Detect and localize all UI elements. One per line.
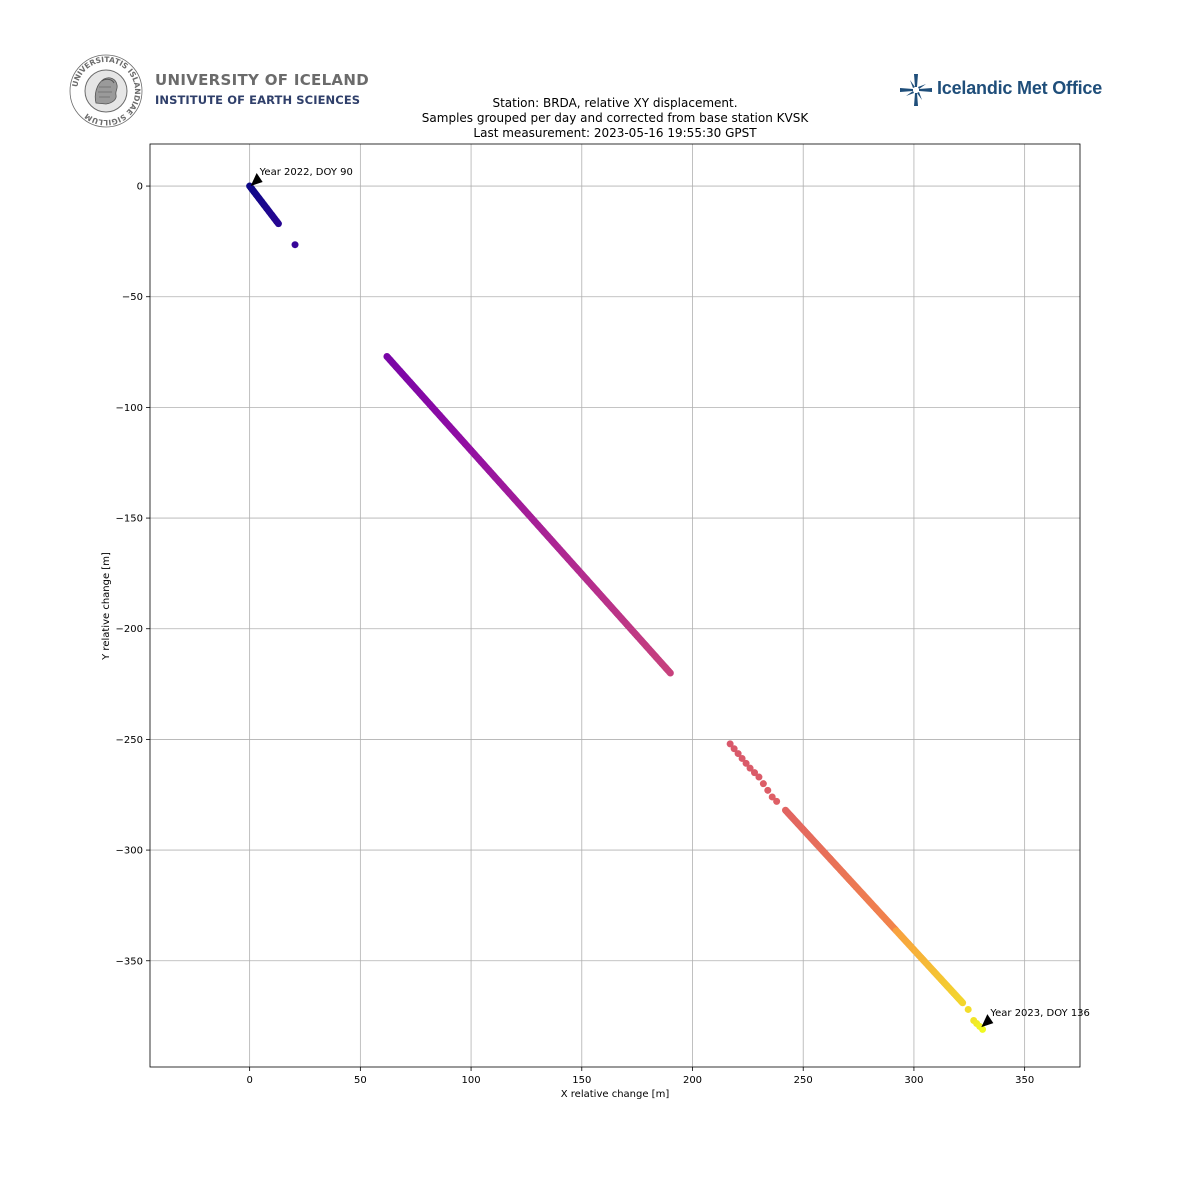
- x-tick-label: 250: [794, 1075, 813, 1086]
- y-tick-label: −250: [116, 735, 143, 746]
- university-name: UNIVERSITY OF ICELAND: [155, 71, 369, 89]
- data-point: [759, 780, 767, 788]
- data-point: [742, 759, 750, 767]
- scatter-points: [246, 182, 987, 1033]
- data-point: [291, 241, 299, 249]
- data-point: [773, 797, 781, 805]
- y-axis-label: Y relative change [m]: [101, 552, 112, 661]
- chart-title-line-1: Station: BRDA, relative XY displacement.: [492, 96, 738, 110]
- data-point: [274, 220, 282, 228]
- data-point: [751, 769, 758, 777]
- data-point: [959, 999, 967, 1007]
- y-tick-label: −350: [116, 956, 143, 967]
- data-point: [730, 745, 738, 753]
- chart-title-line-3: Last measurement: 2023-05-16 19:55:30 GP…: [473, 126, 757, 140]
- x-tick-label: 200: [683, 1075, 702, 1086]
- imo-logo-icon: [900, 74, 932, 106]
- x-tick-label: 350: [1015, 1075, 1034, 1086]
- annotation-label: Year 2022, DOY 90: [259, 167, 353, 178]
- institute-name: INSTITUTE OF EARTH SCIENCES: [155, 93, 361, 107]
- data-point: [755, 773, 763, 781]
- y-tick-label: −200: [116, 624, 143, 635]
- x-tick-label: 150: [572, 1075, 591, 1086]
- x-axis-label: X relative change [m]: [561, 1089, 670, 1100]
- data-point: [726, 740, 734, 748]
- data-point: [964, 1005, 972, 1013]
- annotations: Year 2022, DOY 90 Year 2023, DOY 136: [250, 167, 1090, 1028]
- y-tick-label: 0: [137, 182, 143, 193]
- data-point: [666, 669, 674, 677]
- chart-title-line-2: Samples grouped per day and corrected fr…: [421, 111, 809, 125]
- annotation-arrow: [250, 173, 263, 187]
- data-point: [734, 750, 742, 758]
- axis-ticks: 0 50 100 150 200 250 300 350 0 −50 −100 −150 −200 −25…: [116, 182, 1035, 1086]
- plot-frame: [149, 143, 1081, 1068]
- grid: [150, 144, 1080, 1067]
- data-point: [979, 1025, 987, 1033]
- y-tick-label: −150: [116, 514, 143, 525]
- data-point: [768, 793, 776, 801]
- x-tick-label: 50: [354, 1075, 367, 1086]
- x-tick-label: 0: [246, 1075, 252, 1086]
- x-tick-label: 300: [904, 1075, 923, 1086]
- imo-name: Icelandic Met Office: [937, 78, 1103, 98]
- university-seal-logo: UNIVERSITATIS ISLANDIAE SIGILLUM: [69, 54, 143, 128]
- data-point: [764, 786, 772, 794]
- y-tick-label: −50: [122, 292, 143, 303]
- x-tick-label: 100: [462, 1075, 481, 1086]
- annotation-label: Year 2023, DOY 136: [989, 1008, 1090, 1019]
- data-point: [738, 754, 746, 762]
- y-tick-label: −100: [116, 403, 143, 414]
- data-point: [746, 764, 754, 772]
- y-tick-label: −300: [116, 846, 143, 857]
- annotation-arrow: [981, 1014, 994, 1028]
